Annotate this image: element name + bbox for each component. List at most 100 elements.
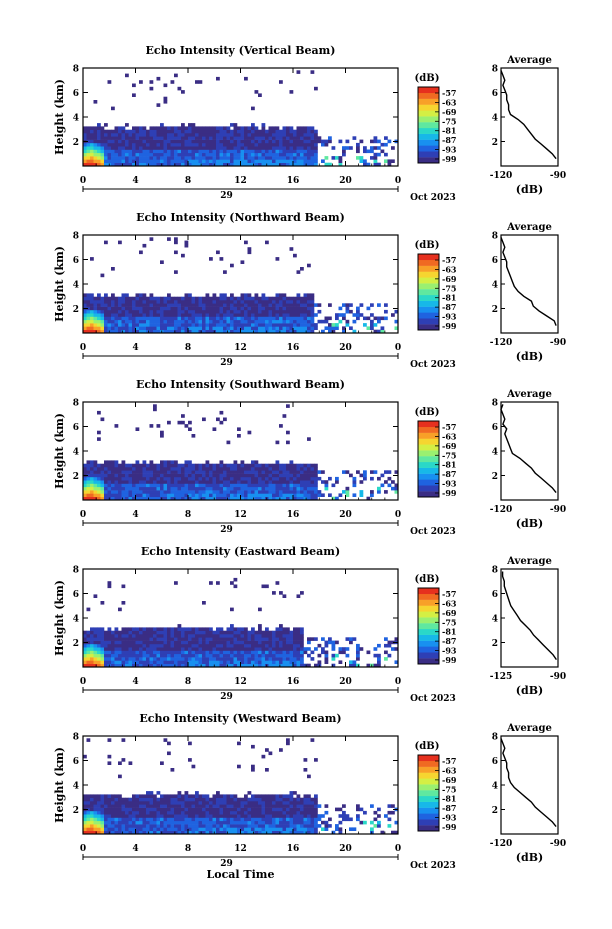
profile-y-tick-label: 2: [492, 639, 498, 649]
heatmap-cell: [244, 133, 248, 137]
heatmap-cell: [352, 313, 357, 317]
panel-2: Echo Intensity (Northward Beam)Height (k…: [53, 211, 566, 370]
heatmap-cell: [279, 630, 283, 635]
heatmap-cell: [202, 319, 206, 324]
heatmap-cell: [174, 486, 178, 491]
heatmap-cell: [132, 810, 136, 815]
heatmap-cell: [205, 634, 210, 638]
heatmap-cell: [296, 820, 301, 825]
heatmap-cell: [356, 313, 360, 317]
heatmap-cell: [251, 647, 255, 651]
heatmap-cell: [142, 627, 147, 631]
heatmap-cell: [153, 804, 157, 808]
heatmap-cell: [289, 653, 294, 658]
heatmap-cell: [226, 149, 231, 154]
heatmap-cell: [265, 309, 269, 314]
heatmap-cell: [261, 470, 266, 474]
heatmap-cell: [226, 804, 231, 808]
heatmap-cell: [272, 827, 276, 831]
heatmap-cell: [216, 149, 220, 154]
heatmap-cell: [300, 162, 304, 167]
heatmap-cell: [219, 309, 224, 314]
heatmap-cell: [163, 493, 168, 497]
heatmap-cell: [174, 640, 178, 645]
heatmap-cell: [303, 483, 308, 488]
y-tick-label: 2: [73, 305, 79, 315]
heatmap-cell: [202, 126, 206, 130]
heatmap-cell: [195, 306, 199, 311]
heatmap-cell: [212, 309, 217, 314]
heatmap-cell: [205, 319, 210, 324]
heatmap-cell: [198, 159, 203, 163]
heatmap-cell: [289, 640, 294, 645]
heatmap-cell: [265, 748, 269, 752]
heatmap-cell: [289, 486, 294, 491]
heatmap-cell: [300, 133, 304, 137]
heatmap-cell: [156, 76, 161, 81]
heatmap-cell: [139, 323, 143, 327]
heatmap-cell: [177, 814, 182, 818]
heatmap-cell: [335, 316, 339, 321]
heatmap-cell: [205, 460, 210, 464]
heatmap-cell: [261, 754, 266, 759]
heatmap-cell: [265, 801, 269, 805]
heatmap-cell: [230, 303, 234, 307]
heatmap-cell: [307, 824, 311, 828]
heatmap-cell: [118, 794, 122, 798]
heatmap-cell: [132, 483, 136, 488]
heatmap-cell: [128, 162, 133, 167]
heatmap-cell: [111, 467, 115, 471]
heatmap-cell: [282, 146, 287, 150]
heatmap-cell: [111, 637, 115, 641]
heatmap-cell: [198, 126, 203, 130]
heatmap-cell: [261, 136, 266, 140]
heatmap-cell: [212, 427, 217, 431]
heatmap-cell: [104, 814, 108, 818]
heatmap-cell: [247, 303, 252, 307]
heatmap-cell: [240, 650, 245, 655]
heatmap-cell: [153, 650, 157, 655]
heatmap-cell: [188, 634, 192, 638]
profile-x-tick-label: -120: [490, 839, 513, 849]
heatmap-cell: [247, 470, 252, 474]
heatmap-cell: [139, 126, 143, 130]
heatmap-cell: [156, 159, 161, 163]
heatmap-cell: [310, 300, 315, 304]
heatmap-cell: [240, 260, 245, 264]
profile-title: Average: [506, 723, 552, 734]
heatmap-cell: [212, 630, 217, 635]
heatmap-cell: [121, 152, 126, 157]
heatmap-cell: [296, 804, 301, 808]
x-tick-label: 4: [132, 510, 138, 520]
heatmap-cell: [163, 810, 168, 815]
heatmap-cell: [142, 323, 147, 327]
heatmap-cell: [275, 329, 280, 334]
heatmap-cell: [160, 156, 164, 160]
heatmap-cell: [314, 807, 318, 812]
heatmap-cell: [128, 133, 133, 137]
heatmap-cell: [209, 470, 213, 474]
heatmap-cell: [118, 296, 122, 301]
heatmap-cell: [132, 142, 136, 147]
heatmap-cell: [146, 476, 150, 481]
heatmap-cell: [111, 267, 115, 271]
heatmap-cell: [139, 794, 143, 798]
heatmap-cell: [121, 300, 126, 304]
heatmap-cell: [93, 480, 98, 484]
heatmap-cell: [146, 480, 150, 484]
heatmap-cell: [349, 473, 353, 478]
x-tick-label: 4: [132, 343, 138, 353]
heatmap-cell: [174, 159, 178, 163]
heatmap-cell: [149, 146, 154, 150]
heatmap-cell: [209, 817, 213, 822]
heatmap-cell: [156, 830, 161, 835]
heatmap-cell: [160, 470, 164, 474]
heatmap-cell: [83, 653, 87, 658]
heatmap-cell: [114, 827, 119, 831]
heatmap-cell: [202, 300, 206, 304]
profile-frame: [500, 568, 559, 668]
heatmap-cell: [177, 473, 182, 478]
heatmap-cell: [107, 647, 112, 651]
heatmap-cell: [128, 149, 133, 154]
heatmap-cell: [205, 323, 210, 327]
